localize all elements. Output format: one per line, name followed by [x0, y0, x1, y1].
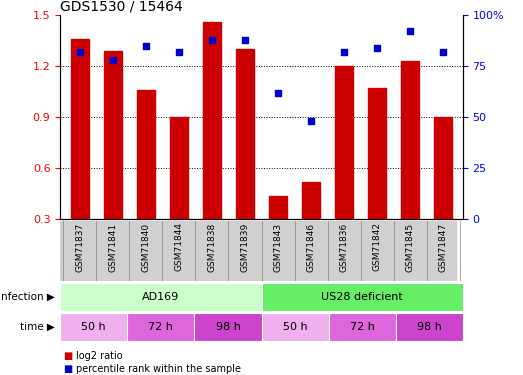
Bar — [104, 51, 122, 219]
Point — [406, 28, 414, 34]
Text: ■: ■ — [63, 364, 72, 374]
Text: GSM71836: GSM71836 — [339, 222, 348, 272]
Bar — [71, 39, 89, 219]
Bar — [335, 66, 353, 219]
Bar — [328, 313, 396, 341]
Bar — [203, 22, 221, 219]
Point — [241, 36, 249, 42]
Bar — [269, 195, 287, 219]
Text: GSM71840: GSM71840 — [141, 222, 151, 272]
Text: time ▶: time ▶ — [20, 322, 55, 332]
Text: ■: ■ — [63, 351, 72, 361]
Bar — [195, 313, 262, 341]
Bar — [262, 283, 463, 311]
Text: GSM71845: GSM71845 — [405, 222, 415, 272]
Point — [175, 49, 183, 55]
Text: 98 h: 98 h — [417, 322, 442, 332]
Point — [307, 118, 315, 124]
Point — [76, 49, 84, 55]
Bar — [60, 313, 127, 341]
Text: AD169: AD169 — [142, 292, 179, 302]
Text: GSM71846: GSM71846 — [306, 222, 315, 272]
Text: 72 h: 72 h — [149, 322, 173, 332]
Text: GSM71838: GSM71838 — [208, 222, 217, 272]
Point — [208, 36, 216, 42]
Text: 98 h: 98 h — [215, 322, 241, 332]
Text: GSM71843: GSM71843 — [274, 222, 282, 272]
Bar — [137, 90, 155, 219]
Text: GSM71841: GSM71841 — [108, 222, 118, 272]
Bar — [302, 182, 320, 219]
Bar — [127, 313, 195, 341]
Text: GDS1530 / 15464: GDS1530 / 15464 — [60, 0, 183, 14]
Point — [439, 49, 447, 55]
Bar — [368, 88, 386, 219]
Text: GSM71844: GSM71844 — [175, 222, 184, 272]
Text: US28 deficient: US28 deficient — [321, 292, 403, 302]
Point — [274, 90, 282, 96]
Point — [109, 57, 117, 63]
Bar — [170, 117, 188, 219]
Point — [142, 43, 150, 49]
Text: 50 h: 50 h — [82, 322, 106, 332]
Point — [340, 49, 348, 55]
Point — [373, 45, 381, 51]
Bar — [434, 117, 452, 219]
Text: GSM71839: GSM71839 — [241, 222, 249, 272]
Text: GSM71847: GSM71847 — [439, 222, 448, 272]
Bar — [60, 283, 262, 311]
Bar — [401, 61, 419, 219]
Text: 72 h: 72 h — [350, 322, 374, 332]
Bar — [396, 313, 463, 341]
Text: GSM71842: GSM71842 — [372, 222, 382, 272]
Bar — [262, 313, 328, 341]
Text: log2 ratio: log2 ratio — [76, 351, 122, 361]
Text: percentile rank within the sample: percentile rank within the sample — [76, 364, 241, 374]
Bar — [236, 49, 254, 219]
Text: 50 h: 50 h — [283, 322, 308, 332]
Text: GSM71837: GSM71837 — [75, 222, 84, 272]
Text: infection ▶: infection ▶ — [0, 292, 55, 302]
